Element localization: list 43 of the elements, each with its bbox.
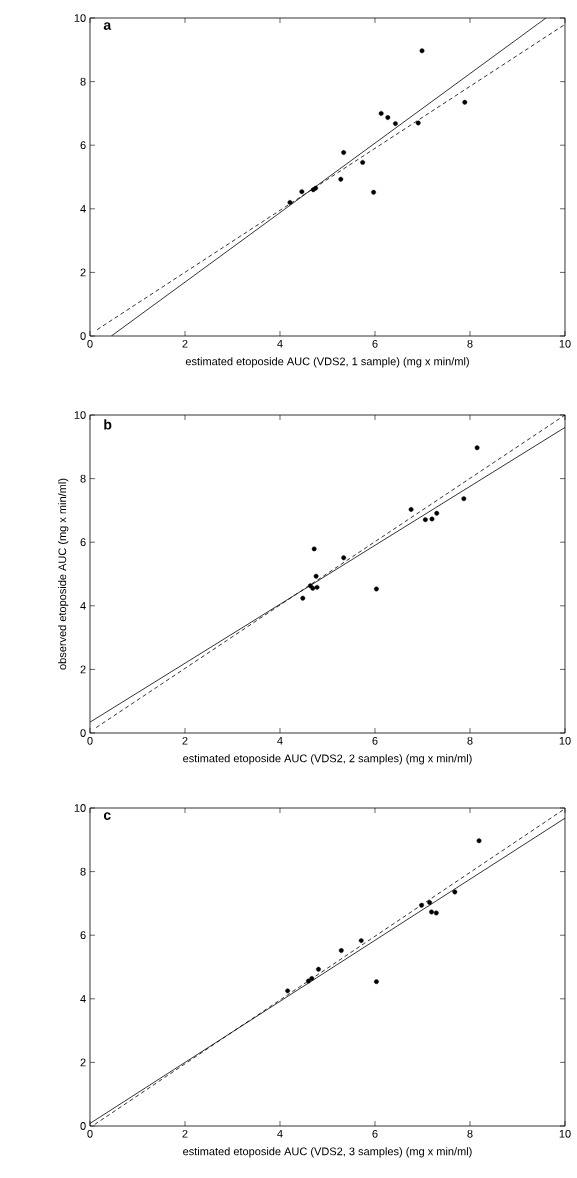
y-tick-label: 6 bbox=[80, 931, 86, 940]
y-tick-label: 6 bbox=[80, 538, 86, 547]
y-tick-label: 10 bbox=[74, 14, 86, 22]
x-tick-label: 4 bbox=[277, 1129, 283, 1138]
x-tick-label: 2 bbox=[182, 1129, 188, 1138]
x-tick-label: 6 bbox=[372, 1129, 378, 1138]
x-axis-title: estimated etoposide AUC (VDS2, 1 sample) (mg x min/ml) bbox=[185, 357, 469, 368]
x-tick-label: 8 bbox=[467, 339, 473, 348]
y-tick-label: 8 bbox=[80, 77, 86, 86]
y-tick-label: 0 bbox=[80, 729, 86, 737]
y-tick-label: 4 bbox=[80, 205, 86, 213]
y-tick-label: 4 bbox=[80, 602, 86, 610]
x-tick-label: 8 bbox=[467, 736, 473, 745]
x-tick-label: 4 bbox=[277, 339, 283, 348]
y-tick-label: 8 bbox=[80, 474, 86, 483]
y-tick-label: 10 bbox=[74, 804, 86, 812]
y-tick-label: 0 bbox=[80, 1122, 86, 1130]
x-tick-label: 2 bbox=[182, 736, 188, 745]
x-tick-label: 0 bbox=[87, 1129, 93, 1138]
y-tick-label: 2 bbox=[80, 1058, 86, 1067]
x-tick-label: 10 bbox=[559, 1129, 571, 1138]
x-tick-label: 4 bbox=[277, 736, 283, 745]
x-tick-label: 0 bbox=[87, 339, 93, 348]
y-tick-label: 2 bbox=[80, 268, 86, 277]
chart-title: a bbox=[103, 22, 112, 30]
chart-title: c bbox=[103, 812, 111, 820]
y-axis-title: observed etoposide AUC (mg x min/ml) bbox=[58, 478, 69, 670]
y-tick-label: 10 bbox=[74, 411, 86, 419]
y-tick-label: 0 bbox=[80, 332, 86, 340]
x-tick-label: 2 bbox=[182, 339, 188, 348]
x-tick-label: 6 bbox=[372, 736, 378, 745]
x-tick-label: 6 bbox=[372, 339, 378, 348]
y-tick-label: 6 bbox=[80, 141, 86, 150]
y-tick-label: 8 bbox=[80, 867, 86, 876]
x-tick-label: 10 bbox=[559, 339, 571, 348]
x-tick-label: 0 bbox=[87, 736, 93, 745]
x-tick-label: 10 bbox=[559, 736, 571, 745]
x-axis-title: estimated etoposide AUC (VDS2, 2 samples) (mg x min/ml) bbox=[183, 754, 472, 765]
chart-title: b bbox=[104, 419, 112, 430]
y-tick-label: 2 bbox=[80, 665, 86, 674]
x-axis-title: estimated etoposide AUC (VDS2, 3 samples) (mg x min/ml) bbox=[183, 1147, 472, 1158]
y-tick-label: 4 bbox=[80, 995, 86, 1003]
x-tick-label: 8 bbox=[467, 1129, 473, 1138]
